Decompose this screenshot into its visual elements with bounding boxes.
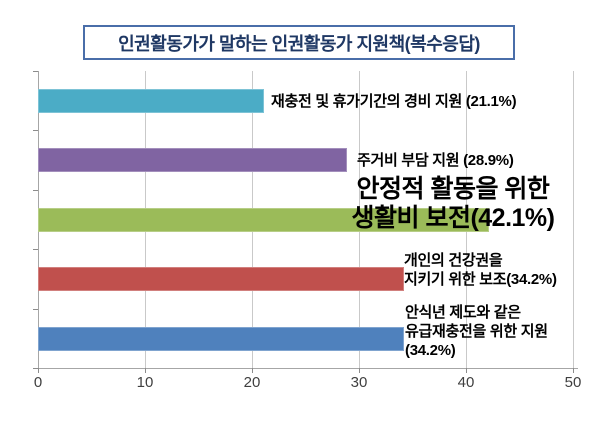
bar-health-subsidy: [38, 267, 404, 291]
y-axis-tick: [33, 71, 38, 72]
x-tick-label: 50: [564, 374, 582, 391]
x-tick-label: 10: [136, 374, 154, 391]
data-label-line: 안식년 제도와 같은: [405, 304, 521, 321]
data-label-recharge-expense: 재충전 및 휴가기간의 경비 지원 (21.1%): [271, 92, 517, 111]
bar-housing-support: [38, 148, 347, 172]
data-label-line: 주거비 부담 지원 (28.9%): [357, 152, 514, 169]
data-label-line: 개인의 건강권을: [404, 252, 503, 269]
data-label-living-cost-emphasized: 안정적 활동을 위한 생활비 보전(42.1%): [352, 175, 555, 233]
bar-recharge-expense: [38, 89, 264, 113]
y-axis-tick: [33, 249, 38, 250]
x-axis-tick: [466, 368, 467, 373]
x-tick-label: 0: [33, 374, 43, 391]
chart-title: 인권활동가가 말하는 인권활동가 지원책(복수응답): [118, 33, 480, 54]
data-label-sabbatical-support: 안식년 제도와 같은 유급재충전을 위한 지원 (34.2%): [405, 303, 548, 360]
data-label-line: (34.2%): [405, 342, 456, 359]
data-label-housing-support: 주거비 부담 지원 (28.9%): [357, 151, 514, 170]
data-label-line: 지키기 위한 보조(34.2%): [404, 271, 557, 288]
y-axis-tick: [33, 130, 38, 131]
bar-living-cost: [38, 208, 489, 232]
x-axis-line: [33, 368, 578, 369]
chart-title-box: 인권활동가가 말하는 인권활동가 지원책(복수응답): [83, 25, 515, 60]
y-axis-tick: [33, 368, 38, 369]
data-label-health-subsidy: 개인의 건강권을 지키기 위한 보조(34.2%): [404, 251, 557, 289]
bar-sabbatical-support: [38, 327, 404, 351]
data-label-line: 생활비 보전(42.1%): [351, 204, 555, 232]
x-tick-label: 40: [457, 374, 475, 391]
data-label-line: 유급재충전을 위한 지원: [405, 323, 548, 340]
x-tick-label: 20: [243, 374, 261, 391]
y-axis-tick: [33, 309, 38, 310]
x-axis-tick: [145, 368, 146, 373]
x-axis-tick: [252, 368, 253, 373]
data-label-line: 안정적 활동을 위한: [356, 175, 550, 203]
x-axis-tick: [359, 368, 360, 373]
gridline: [573, 71, 574, 368]
x-axis-tick: [38, 368, 39, 373]
y-axis-tick: [33, 190, 38, 191]
data-label-line: 재충전 및 휴가기간의 경비 지원 (21.1%): [271, 93, 517, 110]
x-tick-label: 30: [350, 374, 368, 391]
x-axis-tick: [573, 368, 574, 373]
